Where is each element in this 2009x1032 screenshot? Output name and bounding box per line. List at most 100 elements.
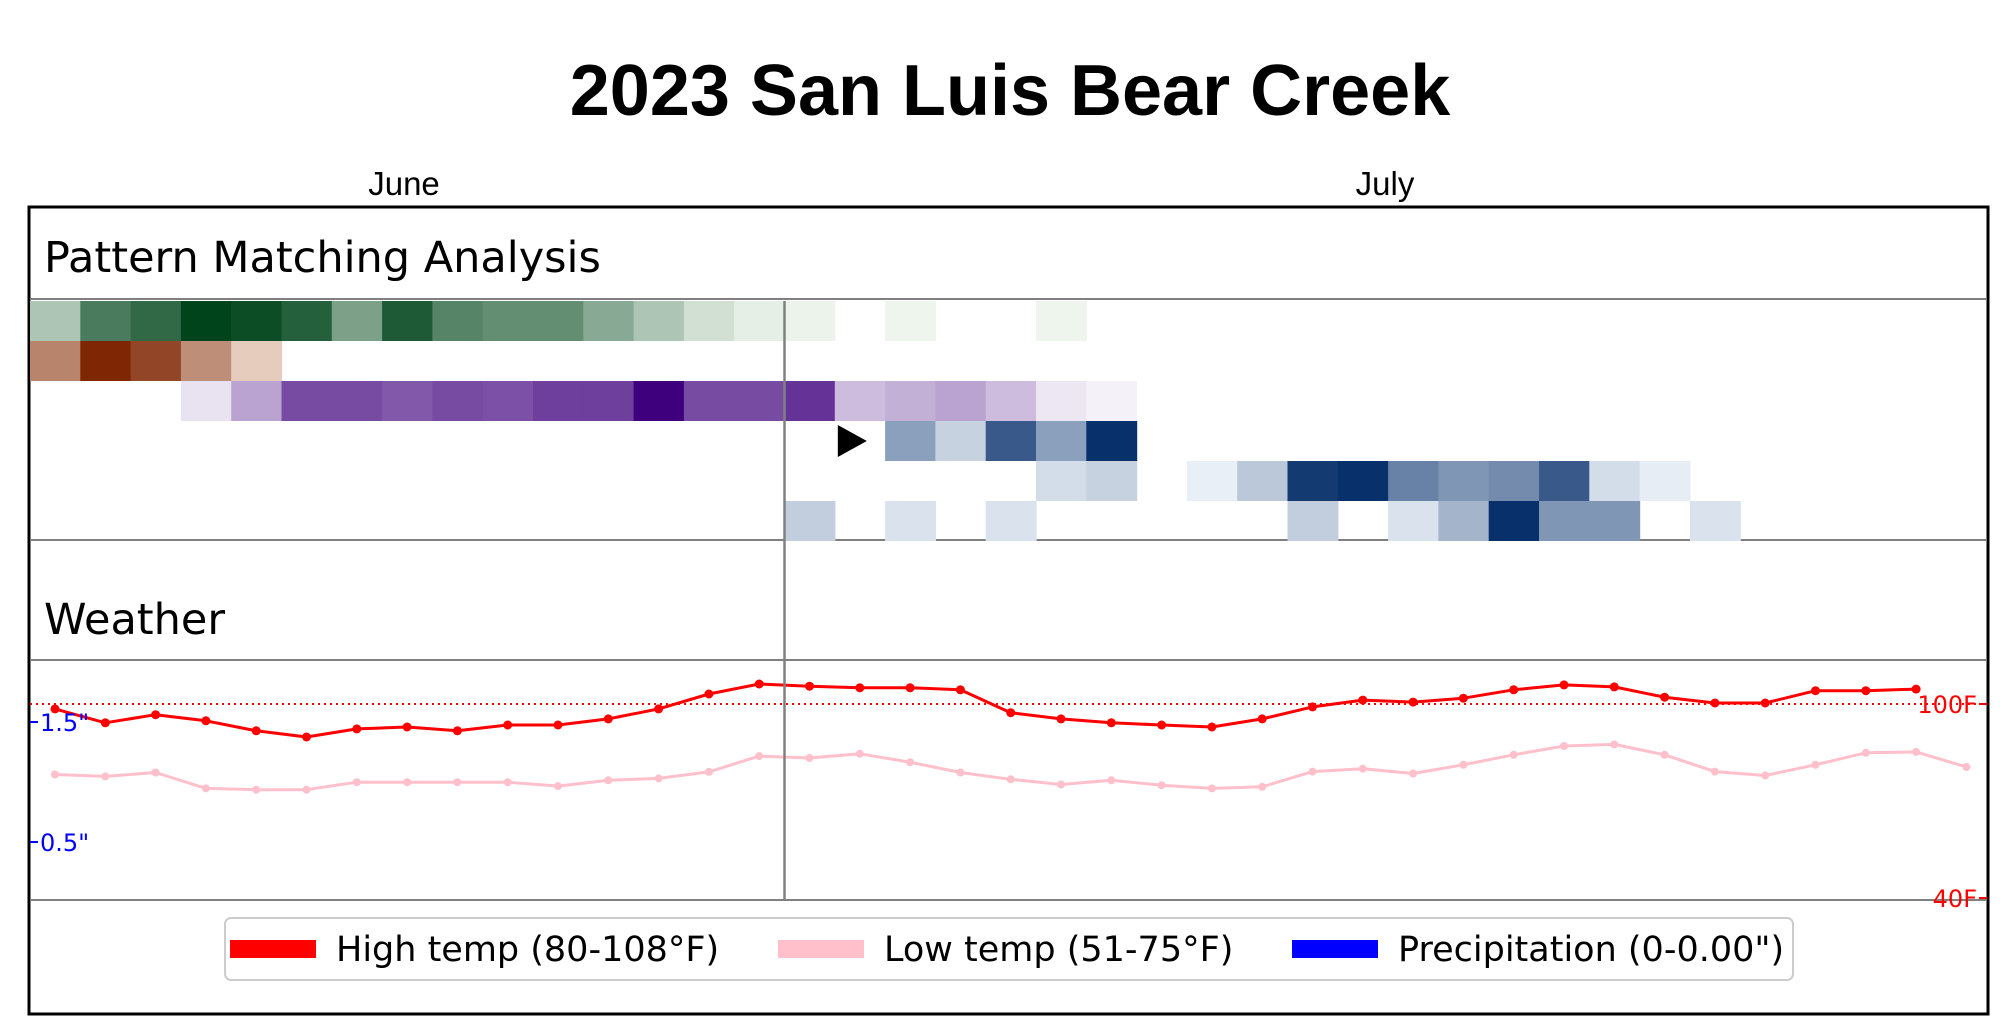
- heatmap-cell: [985, 381, 1037, 421]
- month-label-june: June: [368, 165, 440, 202]
- heatmap-cell: [1287, 501, 1339, 541]
- heatmap-cell: [331, 381, 383, 421]
- high-temp-point: [1308, 702, 1317, 712]
- high-temp-point: [1660, 692, 1670, 702]
- low-temp-point: [1610, 740, 1619, 749]
- low-temp-point: [805, 754, 814, 762]
- low-temp-point: [252, 785, 261, 794]
- heatmap-cell: [1539, 461, 1590, 501]
- heatmap-cell: [180, 381, 232, 421]
- heatmap-cell: [1237, 461, 1289, 501]
- chart-frame: [27, 205, 1990, 1016]
- low-temp-point: [1560, 742, 1568, 750]
- high-temp-point: [1609, 682, 1619, 692]
- high-temp-point: [1760, 698, 1770, 708]
- low-temp-point: [1358, 764, 1367, 773]
- heatmap-cell: [130, 341, 182, 381]
- low-temp-point: [1761, 771, 1770, 780]
- heatmap-cell: [130, 301, 182, 341]
- heatmap-cell: [1086, 381, 1138, 421]
- legend-box: [224, 917, 1794, 981]
- heatmap-cell: [1488, 461, 1540, 501]
- high-temp-point: [1911, 684, 1921, 694]
- heatmap-cell: [1589, 461, 1641, 501]
- low-temp-point: [302, 785, 311, 794]
- high-temp-point: [603, 714, 613, 724]
- heatmap-cell: [683, 381, 735, 421]
- left-axis-label: 1.5": [40, 709, 89, 737]
- low-temp-point: [1157, 781, 1166, 790]
- low-temp-point: [403, 778, 412, 787]
- heatmap-cell: [1086, 421, 1138, 461]
- weather-plot: [50, 679, 1971, 794]
- heatmap-cell: [382, 301, 433, 341]
- right-axis-label: 40F: [1933, 885, 1977, 913]
- low-temp-point: [1107, 776, 1116, 785]
- high-temp-point: [1006, 708, 1016, 718]
- low-temp-point: [51, 770, 59, 779]
- low-temp-point: [1006, 775, 1015, 784]
- low-temp-point: [1811, 760, 1820, 769]
- heatmap-cell: [1186, 461, 1238, 501]
- heatmap-cell: [885, 381, 936, 421]
- high-temp-point: [1207, 722, 1217, 732]
- low-temp-point: [906, 758, 915, 767]
- heatmap-cell: [633, 301, 685, 341]
- heatmap-cell: [1036, 381, 1087, 421]
- heatmap-cell: [482, 301, 534, 341]
- heatmap-cell: [231, 301, 283, 341]
- high-temp-point: [251, 726, 261, 736]
- low-temp-point: [1861, 748, 1870, 757]
- left-axis-label: 0.5": [40, 829, 89, 857]
- play-triangle-icon: [837, 425, 867, 457]
- heatmap-cell: [331, 301, 383, 341]
- high-temp-point: [302, 732, 311, 742]
- high-temp-point: [1509, 685, 1519, 695]
- low-temp-point: [503, 778, 512, 787]
- heatmap-cell: [784, 501, 836, 541]
- high-temp-point: [352, 724, 362, 734]
- high-temp-point: [1811, 686, 1820, 696]
- heatmap-cell: [281, 381, 333, 421]
- heatmap-cell: [231, 341, 283, 381]
- high-temp-point: [1408, 697, 1418, 707]
- heatmap-cell: [432, 381, 484, 421]
- high-temp-point: [1157, 720, 1167, 730]
- low-temp-point: [554, 782, 562, 791]
- legend-swatch: [230, 940, 316, 958]
- heatmap-cell: [734, 301, 786, 341]
- low-temp-point: [101, 772, 110, 781]
- legend-swatch: [778, 940, 864, 958]
- low-temp-point: [1710, 767, 1719, 776]
- heatmap-cell: [885, 301, 936, 341]
- legend: High temp (80-108°F) Low temp (51-75°F) Pr…: [230, 930, 1784, 970]
- high-temp-point: [654, 704, 664, 714]
- high-temp-point: [1861, 686, 1871, 696]
- legend-label: Precipitation (0-0.00"): [1398, 930, 1784, 970]
- heatmap-cell: [1036, 461, 1087, 501]
- heatmap-cell: [985, 421, 1037, 461]
- low-temp-point: [1258, 782, 1267, 791]
- high-temp-point: [402, 722, 412, 732]
- heatmap-cell: [231, 381, 283, 421]
- high-temp-point: [905, 683, 915, 693]
- low-temp-point: [1962, 763, 1971, 771]
- high-temp-point: [1458, 693, 1468, 703]
- heatmap-cell: [1086, 461, 1138, 501]
- high-temp-point: [1559, 680, 1569, 690]
- legend-label: High temp (80-108°F): [336, 930, 719, 970]
- heatmap-cell: [533, 301, 584, 341]
- high-temp-point: [955, 685, 965, 695]
- low-temp-point: [1912, 747, 1921, 756]
- low-temp-point: [1509, 750, 1518, 759]
- legend-swatch: [1292, 940, 1378, 958]
- heatmap-cell: [382, 381, 433, 421]
- heatmap-cell: [1388, 501, 1439, 541]
- pattern-heatmap: [30, 301, 1741, 541]
- heatmap-cell: [834, 381, 886, 421]
- high-temp-point: [1106, 718, 1116, 728]
- heatmap-cell: [734, 381, 786, 421]
- month-label-july: July: [1356, 165, 1415, 202]
- low-temp-point: [201, 784, 210, 793]
- heatmap-cell: [30, 301, 81, 341]
